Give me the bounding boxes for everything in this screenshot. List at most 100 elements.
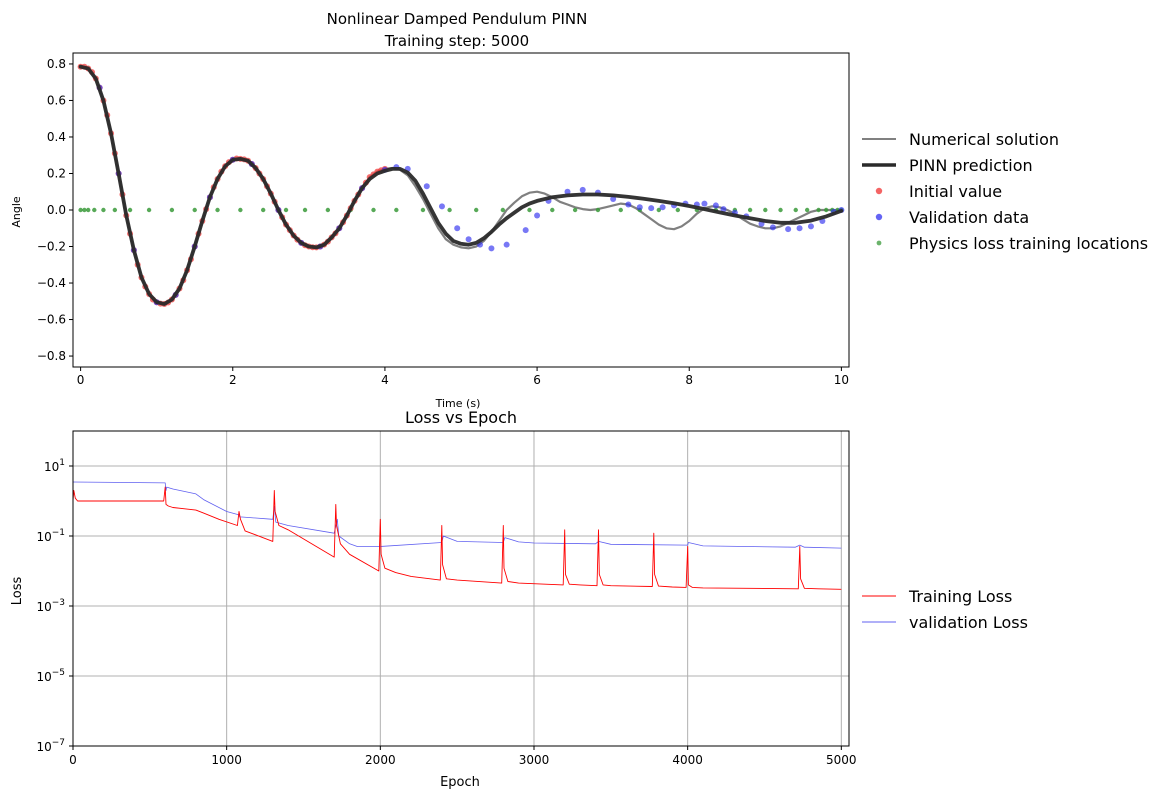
top-y-tick-label: 0.8 [47, 57, 66, 71]
bottom-chart: Loss vs Epoch 0 1000 2000 3000 4000 5000 1011… [10, 408, 1028, 790]
validation-point [579, 186, 586, 193]
validation-point [534, 212, 541, 219]
top-x-tick-label: 6 [533, 373, 541, 387]
bottom-x-tick-label: 2000 [365, 753, 396, 767]
legend-label: Training Loss [908, 587, 1012, 606]
physics-point [550, 207, 555, 213]
physics-point [527, 207, 532, 213]
validation-point [659, 204, 666, 211]
physics-point [793, 207, 798, 213]
physics-point [763, 207, 768, 213]
physics-point [260, 207, 266, 213]
bottom-x-tick-label: 0 [69, 753, 77, 767]
validation-point [423, 183, 430, 190]
physics-point [371, 207, 376, 213]
top-x-tick-label: 2 [229, 373, 237, 387]
legend-label: Validation data [909, 208, 1029, 227]
top-legend: Numerical solution PINN prediction Initial… [862, 130, 1148, 253]
physics-point [747, 207, 753, 213]
validation-point [522, 227, 529, 234]
physics-point [325, 207, 331, 213]
validation-point [648, 205, 655, 212]
top-x-tick-label: 8 [685, 373, 693, 387]
validation-point [465, 236, 472, 243]
physics-point [474, 207, 479, 213]
bottom-x-tick-label: 3000 [519, 753, 550, 767]
physics-point [146, 207, 152, 213]
top-y-axis-label: Angle [10, 196, 23, 228]
top-y-tick-label: 0.2 [47, 166, 66, 180]
legend-marker-swatch [875, 187, 883, 195]
validation-point [796, 225, 803, 232]
bottom-y-tick-label: 10−7 [36, 738, 65, 754]
bottom-x-tick-label: 4000 [672, 753, 703, 767]
validation-point [564, 188, 571, 195]
top-y-tick-label: −0.2 [37, 240, 66, 254]
top-x-ticks: 0 2 4 6 8 10 [77, 367, 849, 387]
top-y-tick-label: −0.6 [37, 313, 66, 327]
bottom-x-tick-label: 1000 [211, 753, 242, 767]
top-y-tick-label: −0.8 [37, 349, 66, 363]
physics-point [656, 207, 662, 213]
physics-point [394, 207, 399, 213]
validation-point [503, 241, 510, 248]
bottom-y-tick-label: 10−5 [36, 668, 65, 684]
physics-point [572, 207, 578, 213]
top-chart-title: Nonlinear Damped Pendulum PINN [327, 10, 588, 28]
validation-point [720, 206, 727, 213]
physics-point [420, 207, 426, 213]
physics-point [78, 207, 83, 213]
physics-point [127, 207, 133, 213]
legend-label: PINN prediction [909, 156, 1033, 175]
top-x-tick-label: 10 [834, 373, 849, 387]
validation-point [785, 226, 792, 233]
top-y-tick-label: 0.6 [47, 93, 66, 107]
validation-point [636, 204, 643, 211]
validation-point [610, 196, 617, 203]
validation-loss-line [72, 481, 842, 549]
top-y-ticks: 0.8 0.6 0.4 0.2 0.0 −0.2 −0.4 −0.6 −0.8 [37, 57, 73, 363]
top-plot-area [72, 52, 850, 368]
physics-point [86, 207, 91, 213]
physics-point [82, 207, 87, 213]
physics-point [112, 207, 118, 213]
bottom-chart-title: Loss vs Epoch [405, 408, 517, 427]
top-y-tick-label: 0.4 [47, 130, 66, 144]
validation-point [625, 201, 632, 208]
physics-point [778, 207, 783, 213]
physics-point [92, 207, 97, 213]
legend-marker-swatch [876, 240, 882, 246]
legend-label: validation Loss [909, 613, 1028, 632]
validation-point [454, 225, 461, 232]
validation-point [488, 245, 495, 252]
bottom-legend: Training Loss validation Loss [862, 587, 1028, 632]
physics-point [447, 207, 452, 213]
physics-point [192, 207, 197, 213]
training-loss-line [72, 486, 842, 590]
bottom-plot-frame [72, 430, 850, 747]
top-series-layer [77, 63, 845, 308]
pinn-prediction-line [78, 64, 844, 306]
physics-point [816, 207, 821, 213]
top-x-tick-label: 0 [77, 373, 85, 387]
validation-point [438, 203, 445, 210]
validation-point [807, 223, 814, 230]
validation-point [769, 224, 776, 231]
legend-label: Numerical solution [909, 130, 1059, 149]
top-chart-subtitle: Training step: 5000 [384, 32, 529, 50]
top-y-tick-label: 0.0 [47, 203, 66, 217]
bottom-y-tick-label: 101 [44, 458, 65, 474]
bottom-y-tick-label: 10−3 [36, 598, 65, 614]
bottom-y-ticks: 101 10−1 10−3 10−5 10−7 [36, 458, 73, 754]
legend-label: Initial value [909, 182, 1002, 201]
bottom-y-tick-label: 10−1 [36, 528, 65, 544]
physics-point [595, 207, 601, 213]
physics-point [302, 207, 308, 213]
top-x-tick-label: 4 [381, 373, 389, 387]
legend-label: Physics loss training locations [909, 234, 1148, 253]
physics-point [804, 207, 810, 213]
bottom-x-axis-label: Epoch [440, 775, 480, 790]
physics-point [283, 207, 289, 213]
physics-point [618, 207, 623, 213]
